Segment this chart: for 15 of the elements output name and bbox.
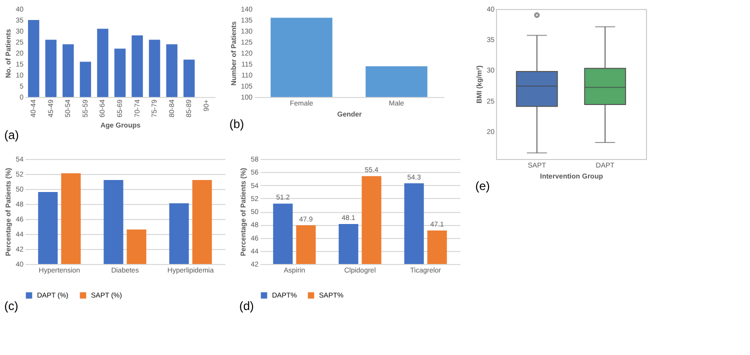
bar	[166, 44, 178, 97]
bar	[132, 35, 143, 97]
text: (e)	[475, 179, 490, 193]
text: (c)	[4, 299, 18, 313]
text: (a)	[4, 128, 19, 142]
bar	[80, 62, 92, 97]
text: (b)	[229, 117, 244, 131]
bar	[62, 44, 74, 97]
text: (d)	[239, 299, 254, 313]
bar	[183, 60, 195, 97]
bar	[28, 20, 40, 97]
bar	[114, 48, 126, 97]
bar	[148, 40, 160, 97]
bar	[45, 40, 57, 97]
bar	[97, 28, 108, 97]
